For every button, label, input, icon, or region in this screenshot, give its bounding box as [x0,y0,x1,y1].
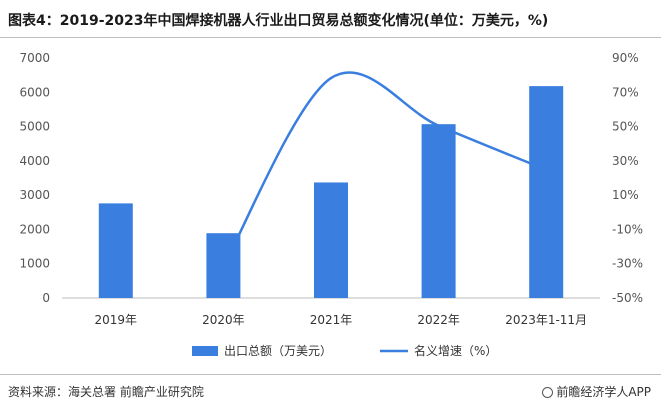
brand-logo-icon [542,387,554,398]
left-tick-label: 5000 [19,120,50,134]
right-tick-label: -10% [612,222,643,236]
right-tick-label: 70% [612,85,639,99]
left-tick-label: 7000 [19,51,50,65]
bar [98,203,133,298]
title-divider [0,37,661,38]
brand-credit: 前瞻经济学人APP [542,383,651,400]
right-axis-ticks: -50% -30% -10% 10% 30% 50% 70% 90% [612,51,643,305]
left-tick-label: 4000 [19,154,50,168]
combo-chart: 0 1000 2000 3000 4000 5000 6000 7000 -50% -30% -1… [19,51,643,358]
bar [529,86,564,298]
bar-series [98,86,564,299]
right-tick-label: -50% [612,291,643,305]
left-tick-label: 2000 [19,222,50,236]
brand-name: 前瞻经济学人APP [556,385,651,399]
left-tick-label: 0 [42,291,50,305]
right-tick-label: 90% [612,51,639,65]
legend: 出口总额（万美元） 名义增速（%） [192,343,497,358]
category-label: 2020年 [202,313,245,327]
footer-divider [0,374,661,375]
chart-title: 图表4：2019-2023年中国焊接机器人行业出口贸易总额变化情况(单位：万美元… [8,13,549,29]
growth-rate-line [222,71,548,268]
legend-line-label: 名义增速（%） [414,343,497,358]
right-tick-label: 10% [612,188,639,202]
legend-bar-label: 出口总额（万美元） [224,344,332,358]
category-label: 2022年 [417,313,460,327]
category-label: 2019年 [95,313,138,327]
bar [314,182,348,298]
left-axis-ticks: 0 1000 2000 3000 4000 5000 6000 7000 [19,51,50,305]
left-tick-label: 6000 [19,85,50,99]
right-tick-label: 50% [612,120,639,134]
left-tick-label: 1000 [19,257,50,271]
legend-bar-swatch [192,346,218,356]
category-labels: 2019年 2020年 2021年 2022年 2023年1-11月 [95,313,588,327]
category-label: 2023年1-11月 [505,313,587,327]
source-note: 资料来源：海关总署 前瞻产业研究院 [8,385,204,399]
left-tick-label: 3000 [19,188,50,202]
right-tick-label: 30% [612,154,639,168]
bar [421,124,456,299]
right-tick-label: -30% [612,257,643,271]
category-label: 2021年 [310,313,353,327]
